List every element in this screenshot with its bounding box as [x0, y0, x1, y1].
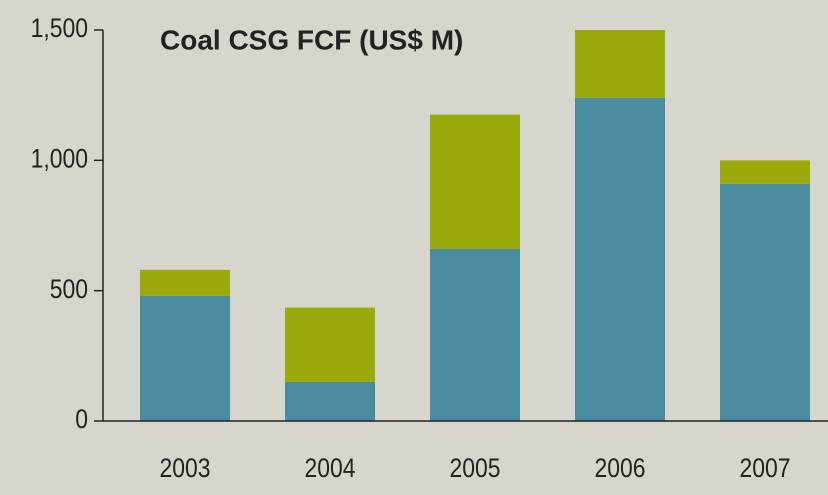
x-tick-label: 2007: [739, 453, 790, 483]
bar-segment: [140, 295, 230, 421]
bar-segment: [140, 269, 230, 296]
bar-segment: [430, 114, 520, 249]
bar-segment: [720, 160, 810, 184]
x-tick-label: 2005: [449, 453, 500, 483]
y-tick-label: 1,000: [31, 144, 88, 174]
bar-segment: [430, 248, 520, 421]
y-tick-label: 500: [50, 274, 88, 304]
bar-segment: [575, 30, 665, 98]
bar-segment: [285, 381, 375, 421]
bar-segment: [720, 183, 810, 421]
bar-segment: [575, 97, 665, 422]
bar-segment: [285, 307, 375, 382]
x-tick-label: 2004: [304, 453, 355, 483]
y-tick-label: 1,500: [31, 13, 88, 43]
y-tick-label: 0: [75, 404, 88, 434]
chart-title: Coal CSG FCF (US$ M): [160, 24, 463, 55]
x-tick-label: 2003: [159, 453, 210, 483]
x-tick-label: 2006: [594, 453, 645, 483]
